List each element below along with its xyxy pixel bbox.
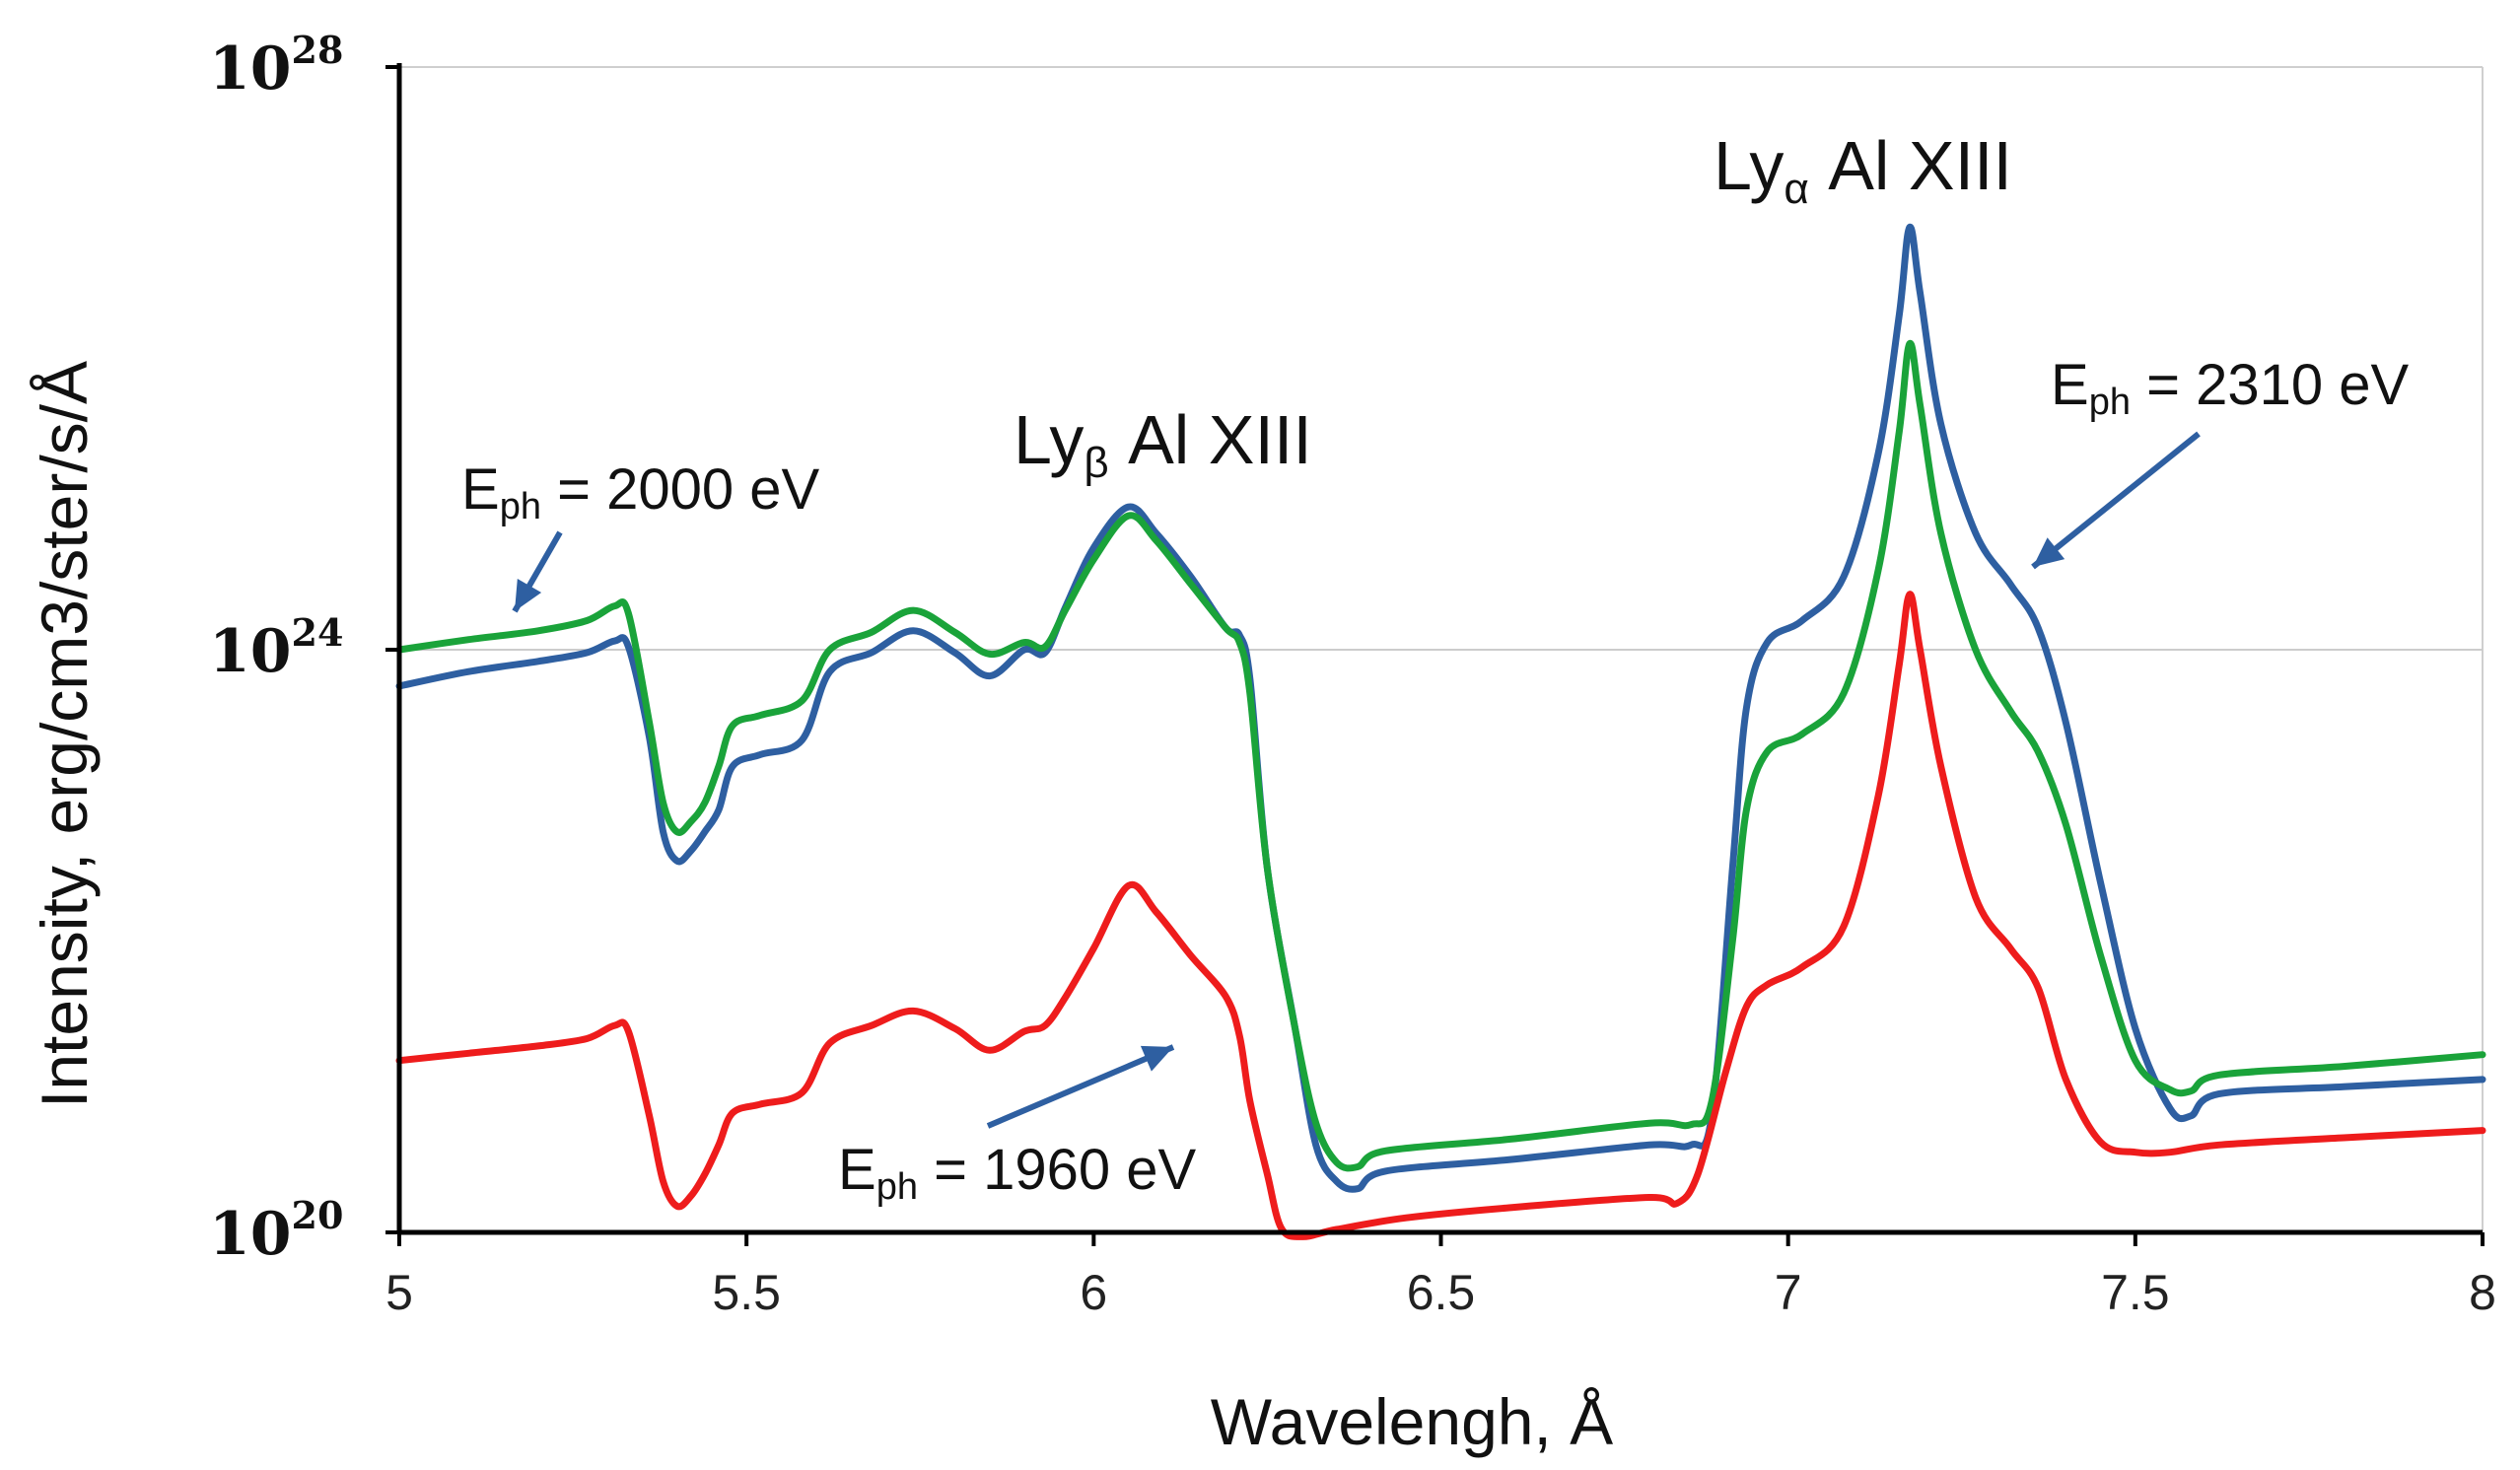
series-line-2: [395, 340, 2486, 1172]
arrow-1960-head: [1140, 1045, 1173, 1072]
x-tick-label: 6.5: [1407, 1265, 1476, 1320]
ly-alpha-label: Lyα Al XIII: [1714, 127, 2012, 213]
series-layer: [395, 223, 2486, 1240]
y-tick-label: 1028: [209, 28, 343, 104]
axes: [385, 63, 2485, 1246]
x-axis-title: Wavelengh, Å: [1211, 1385, 1613, 1458]
eph-2310-label: Eph = 2310 eV: [2051, 353, 2409, 423]
x-tick-label: 5.5: [712, 1265, 781, 1320]
x-tick-label: 5: [385, 1265, 413, 1320]
annotation-arrows: [512, 431, 2201, 1129]
y-tick-label: 1024: [209, 610, 343, 686]
y-tick-label: 1020: [209, 1193, 343, 1269]
series-line-3: [395, 591, 2486, 1240]
x-tick-labels: 5 5.5 6 6.5 7 7.5 8: [385, 1265, 2496, 1320]
y-axis-title: Intensity, erg/cm3/ster/s/Å: [28, 361, 101, 1108]
x-tick-label: 7: [1775, 1265, 1802, 1320]
eph-1960-label: Eph = 1960 eV: [838, 1138, 1196, 1208]
arrow-eph-2310: [2031, 431, 2201, 570]
x-tick-label: 8: [2469, 1265, 2496, 1320]
ly-beta-label: Lyβ Al XIII: [1014, 401, 1312, 487]
x-tick-label: 7.5: [2101, 1265, 2170, 1320]
series-line-1: [395, 223, 2486, 1193]
arrow-2310-head: [2033, 537, 2065, 567]
arrow-2000-head: [515, 579, 542, 611]
arrow-eph-1960: [986, 1044, 1175, 1129]
y-tick-labels: 1020 1024 1028: [209, 28, 343, 1269]
eph-2000-label: Eph = 2000 eV: [461, 457, 819, 527]
x-tick-label: 6: [1080, 1265, 1107, 1320]
